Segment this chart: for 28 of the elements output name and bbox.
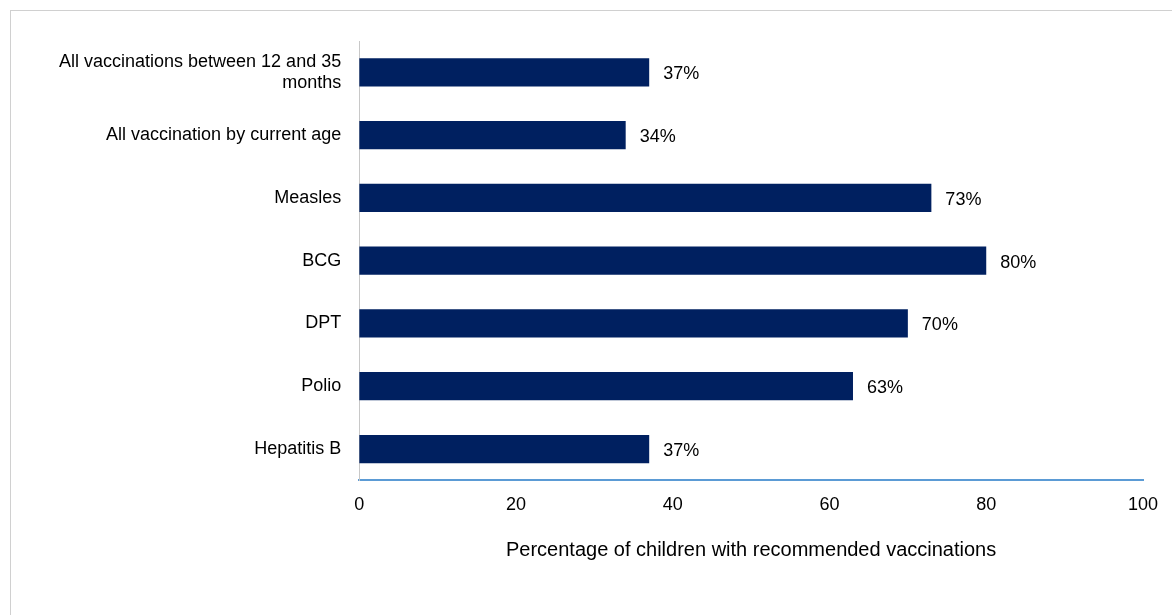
bar [359, 372, 853, 401]
bar [359, 183, 932, 213]
x-tick-label: 40 [662, 494, 683, 515]
bar [359, 58, 650, 87]
y-tick-label: DPT [305, 312, 342, 333]
x-tick-label: 80 [976, 494, 997, 515]
x-tick-label: 100 [1127, 494, 1159, 515]
bar [359, 246, 987, 275]
bar [359, 121, 626, 150]
y-tick-label: All vaccination by current age [106, 124, 342, 145]
data-label: 37% [663, 63, 700, 84]
data-label: 63% [866, 377, 904, 398]
bar [359, 309, 908, 338]
y-tick-label: Measles [274, 186, 342, 207]
bar [359, 434, 650, 464]
x-axis-title: Percentage of children with recommended vaccinations [505, 537, 997, 560]
x-tick-label: 20 [505, 494, 526, 515]
data-label: 73% [945, 188, 982, 209]
data-label: 34% [639, 126, 676, 147]
y-tick-label: All vaccinations between 12 and 35 months [58, 50, 342, 93]
data-label: 37% [663, 439, 700, 460]
y-tick-label: BCG [302, 249, 342, 270]
x-tick-label: 0 [354, 494, 365, 515]
x-tick-label: 60 [819, 494, 840, 515]
y-tick-label: Polio [301, 375, 342, 396]
data-label: 70% [921, 314, 958, 335]
y-tick-label: Hepatitis B [254, 437, 342, 458]
data-label: 80% [1000, 251, 1037, 272]
